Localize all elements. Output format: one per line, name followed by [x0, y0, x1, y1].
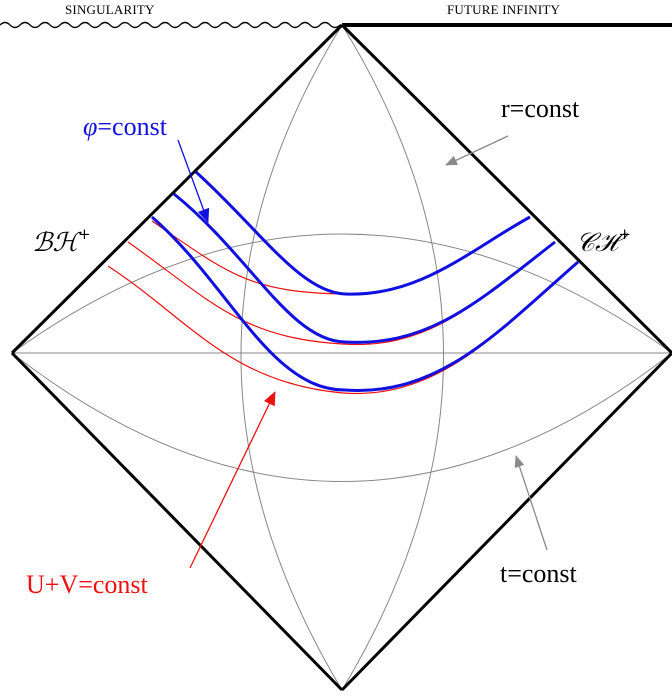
cauchy-horizon-edge — [340, 23, 672, 355]
cauchy-horizon-label: 𝒞ℋ+ — [576, 225, 631, 258]
r-const-curve-left — [240, 24, 343, 691]
diagram-frame — [0, 21, 672, 692]
phi-curve-2 — [173, 192, 556, 344]
r-const-label: r=const — [501, 94, 580, 123]
uv-const-label: U+V=const — [26, 570, 149, 599]
phi-const-text: =const — [97, 112, 167, 141]
lower-left-edge — [10, 351, 344, 692]
t-const-curve-upper — [11, 233, 672, 354]
uv-curve-3 — [107, 261, 579, 395]
bh-sup: + — [78, 225, 91, 243]
r-const-arrow — [445, 135, 509, 166]
bh-main: ℬℋ — [32, 228, 82, 258]
phi-const-arrow — [177, 139, 210, 223]
lower-right-edge — [340, 351, 672, 692]
phi-symbol: φ — [83, 112, 97, 141]
ch-sup: + — [618, 225, 631, 243]
singularity-wavy-line — [0, 21, 341, 29]
t-const-curve-lower — [11, 352, 672, 482]
phi-curve-3 — [151, 215, 579, 392]
singularity-label: SINGULARITY — [65, 2, 155, 17]
phi-const-label: φ=const — [83, 112, 168, 141]
phi-curve-1 — [194, 170, 531, 296]
r-const-curve-right — [341, 24, 444, 691]
t-const-arrow — [514, 455, 548, 551]
grid-lines — [11, 24, 672, 691]
uv-const-arrow — [189, 391, 276, 569]
t-const-label: t=const — [500, 559, 578, 588]
black-hole-horizon-edge — [10, 23, 344, 355]
uv-curve-1 — [151, 216, 531, 295]
phi-const-curves — [151, 170, 579, 392]
future-infinity-label: FUTURE INFINITY — [447, 2, 561, 17]
pointer-arrows — [177, 135, 548, 569]
black-hole-horizon-label: ℬℋ+ — [32, 225, 91, 258]
